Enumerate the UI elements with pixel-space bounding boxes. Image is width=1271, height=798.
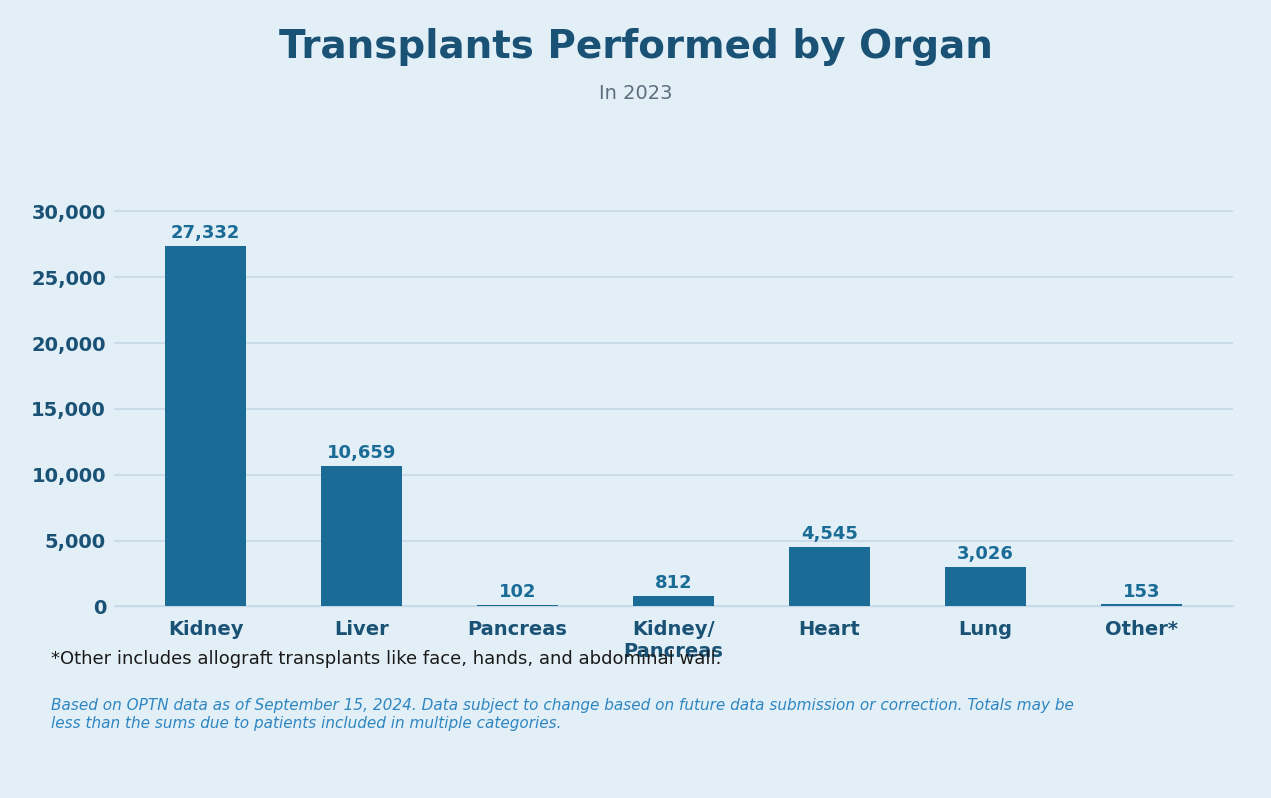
Text: Based on OPTN data as of September 15, 2024. Data subject to change based on fut: Based on OPTN data as of September 15, 2… xyxy=(51,698,1074,731)
Text: 3,026: 3,026 xyxy=(957,545,1014,563)
Text: 27,332: 27,332 xyxy=(172,224,240,243)
Text: 10,659: 10,659 xyxy=(327,444,397,462)
Text: *Other includes allograft transplants like face, hands, and abdominal wall.: *Other includes allograft transplants li… xyxy=(51,650,721,669)
Text: 102: 102 xyxy=(500,583,536,601)
Bar xyxy=(789,547,871,606)
Text: Transplants Performed by Organ: Transplants Performed by Organ xyxy=(278,28,993,66)
Text: 4,545: 4,545 xyxy=(801,524,858,543)
Bar xyxy=(165,247,247,606)
Bar xyxy=(944,567,1026,606)
Bar xyxy=(322,466,403,606)
Bar xyxy=(1101,604,1182,606)
Text: 153: 153 xyxy=(1122,583,1160,601)
Bar xyxy=(633,596,714,606)
Text: In 2023: In 2023 xyxy=(599,84,672,103)
Text: 812: 812 xyxy=(655,574,693,592)
Bar xyxy=(477,605,558,606)
